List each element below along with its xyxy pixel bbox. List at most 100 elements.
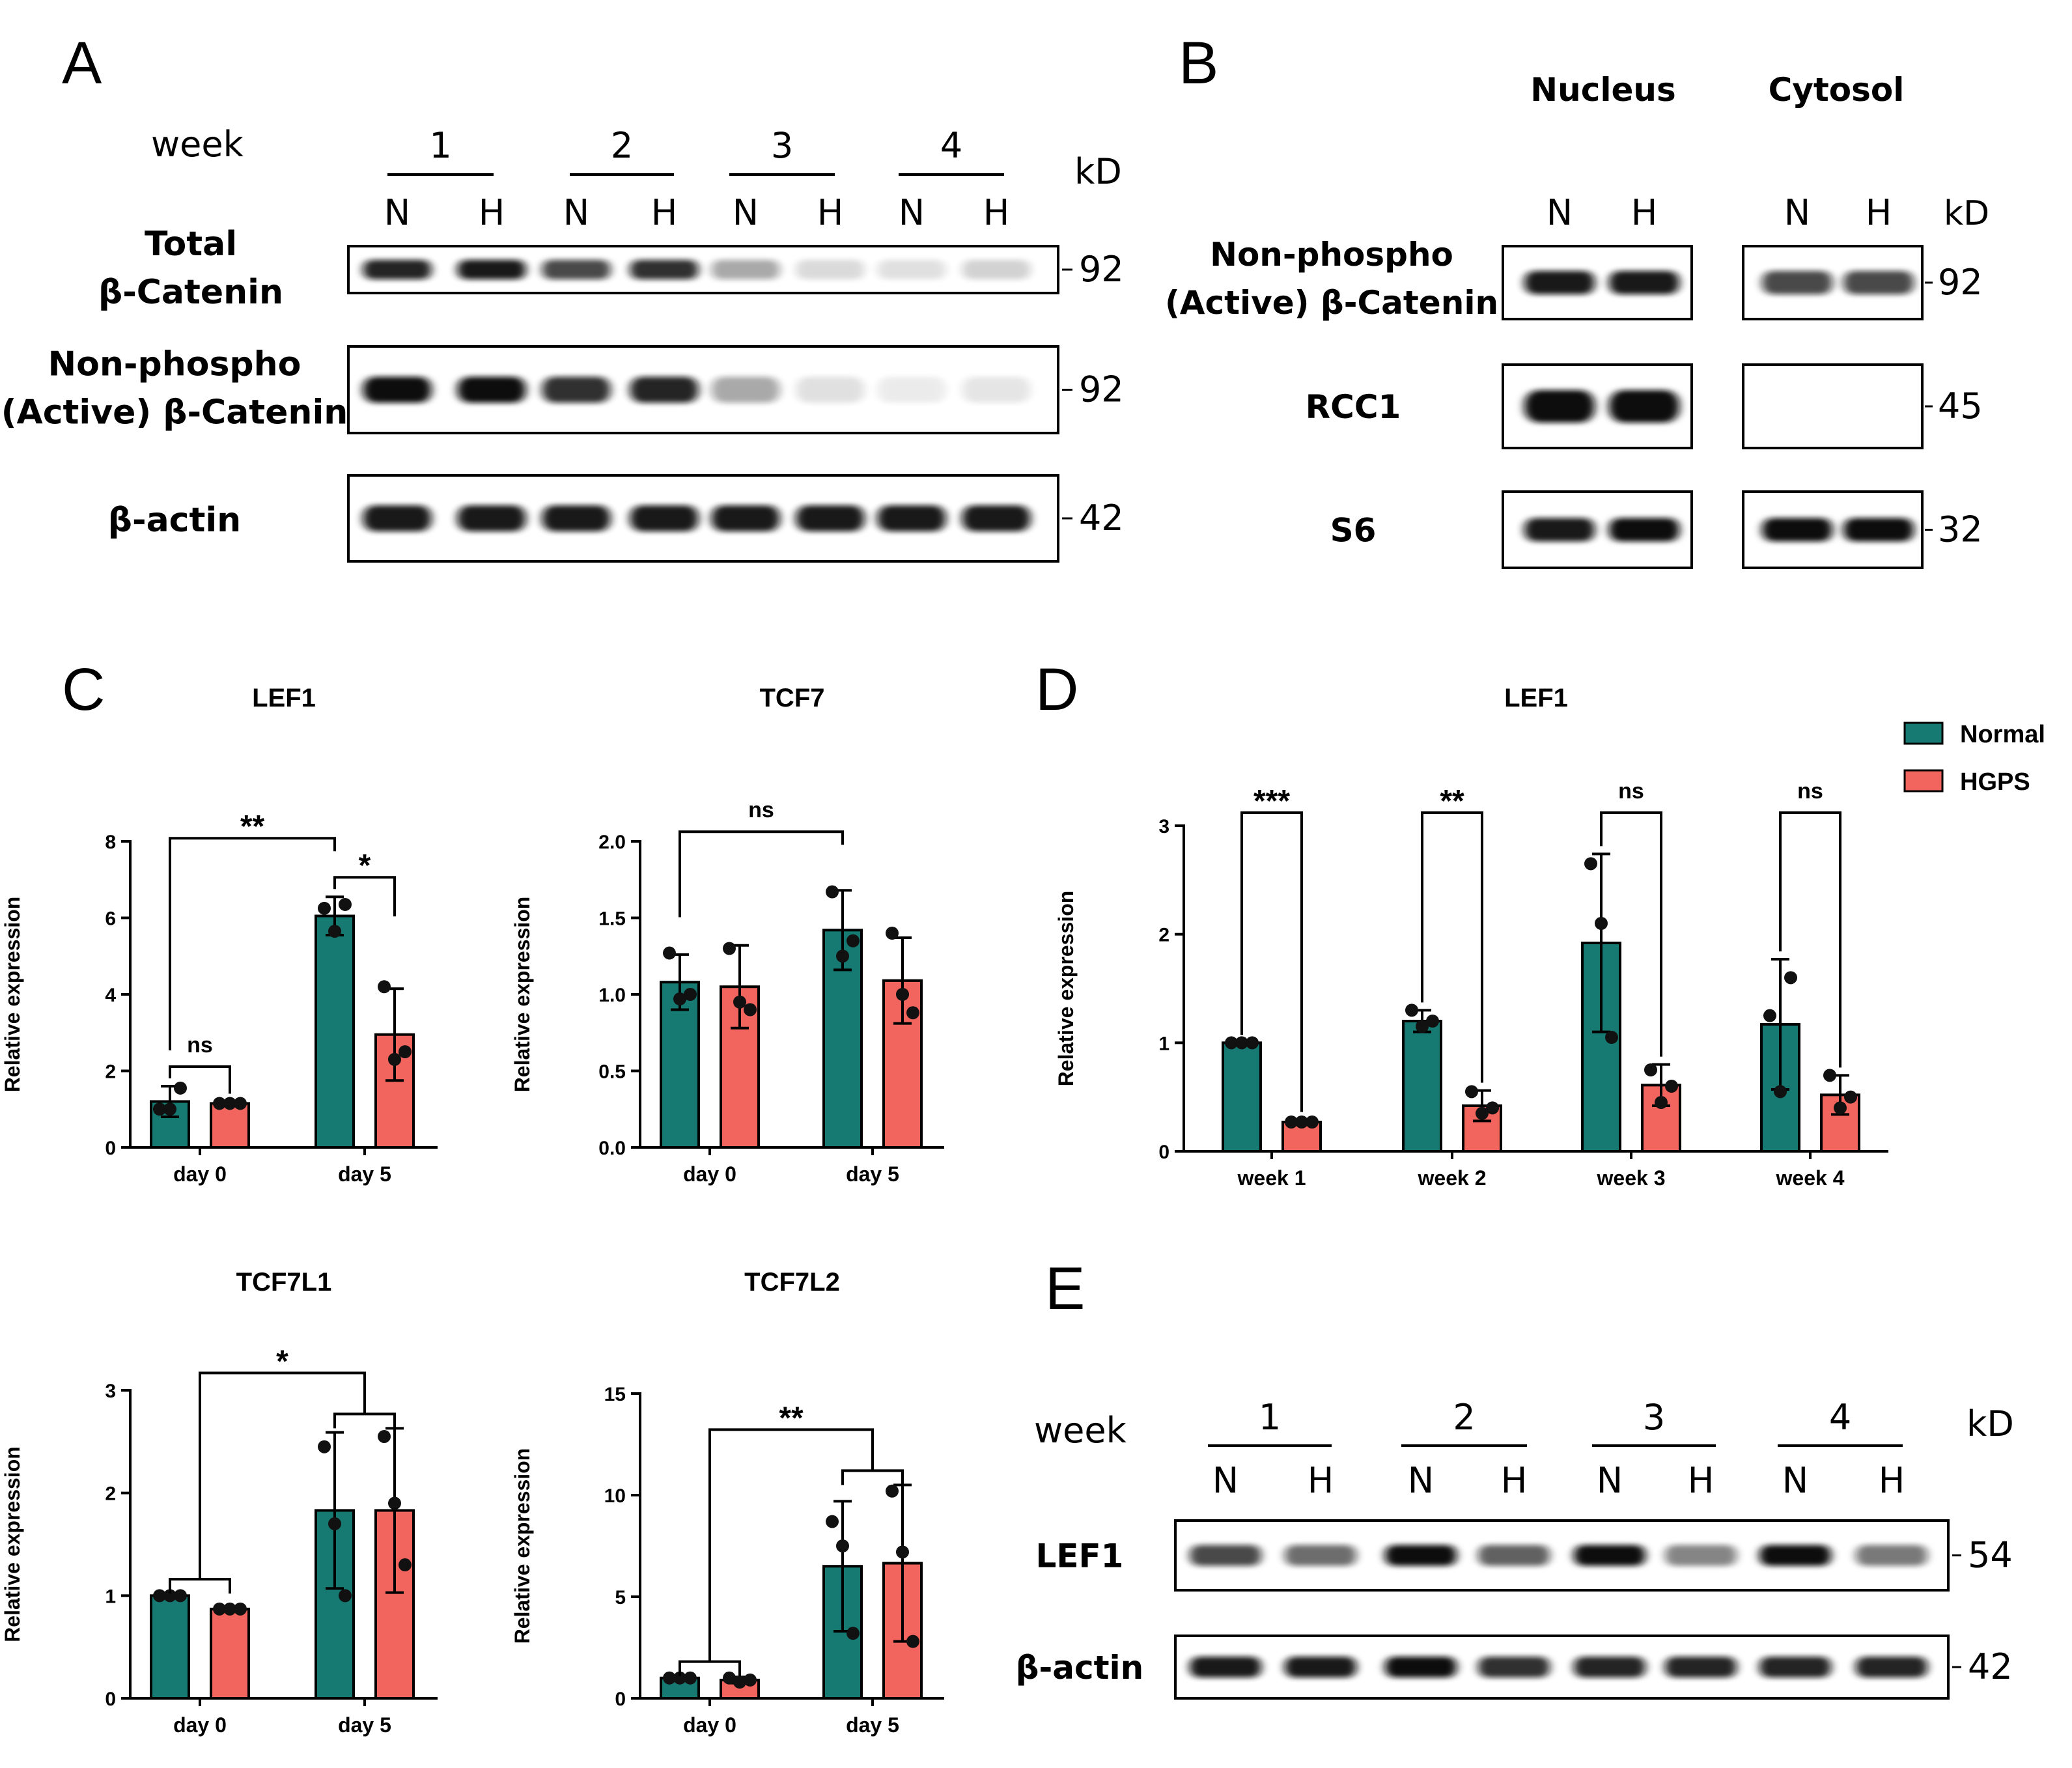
blot-label: RCC1 [1306,388,1401,426]
x-tick-label: week 4 [1776,1166,1845,1190]
panel-label-a: A [62,30,102,96]
significance-bracket [199,1371,366,1580]
lane-label: H [651,192,678,233]
protein-band [363,260,432,279]
data-point [378,1429,391,1443]
blot-membrane [347,245,1059,294]
lane-label: H [817,192,844,233]
data-point [328,1517,341,1530]
data-point [1584,857,1597,871]
significance-bracket [169,1065,231,1094]
data-point [684,988,697,1001]
data-point [896,1545,909,1559]
data-point [1225,1036,1238,1050]
data-point [1285,1116,1298,1129]
data-point [1405,1003,1418,1017]
y-tick-label: 6 [105,908,116,930]
data-point [1486,1101,1499,1115]
bar-charts: LEF1 Relative expression 0 2 4 6 8 day 0 day 5 ns… [1,684,1888,1737]
y-tick-label: 1 [1158,1033,1169,1054]
data-point [744,1003,757,1017]
x-tick-label: week 1 [1237,1166,1306,1190]
data-point [847,1627,860,1640]
lane-label: N [899,192,925,233]
protein-band [1856,1545,1927,1566]
protein-band [1762,271,1832,294]
blot-label: Total [145,225,237,264]
data-point [388,1052,401,1066]
group-label: Nucleus [1530,71,1676,109]
protein-band [1665,1657,1737,1677]
protein-band [962,376,1031,403]
protein-band [1285,1657,1356,1677]
protein-band [962,260,1031,279]
significance-bracket [679,830,844,918]
protein-band [962,505,1031,531]
significance-label: ns [1618,779,1644,804]
kd-value: 45 [1938,386,1983,427]
protein-band [1759,1545,1831,1566]
protein-band [1190,1657,1261,1677]
week-number: 4 [940,125,962,166]
bar-normal [1402,1020,1442,1153]
week-number: 1 [1259,1397,1281,1438]
week-number: 3 [1643,1397,1665,1438]
data-point [399,1558,412,1572]
data-point [836,949,849,963]
y-tick-label: 0 [105,1689,116,1710]
data-point [1823,1069,1836,1082]
x-tick-label: day 5 [338,1713,391,1737]
kd-label: kD [1967,1403,2014,1444]
data-point [234,1602,247,1616]
lane-label: N [1597,1460,1623,1501]
y-tick-label: 2 [1158,925,1169,946]
protein-band [796,505,865,531]
x-tick-label: day 5 [846,1162,899,1186]
data-point [723,1671,736,1685]
lane-label: N [1547,192,1573,233]
data-point [744,1673,757,1687]
data-point [673,1671,686,1685]
y-tick-label: 3 [105,1381,116,1402]
x-tick-label: week 2 [1418,1166,1487,1190]
lane-label: H [1866,192,1892,233]
blot-label: S6 [1330,512,1377,550]
significance-label: ns [1797,779,1823,804]
protein-band [630,260,699,279]
lane-label: N [384,192,410,233]
protein-band [363,505,432,531]
data-point [1465,1085,1478,1099]
protein-band [796,376,865,403]
lane-label: H [1308,1460,1334,1501]
data-point [723,942,736,955]
bar-hgps [210,1607,250,1700]
chart-title: LEF1 [252,684,316,712]
blot-membrane [347,474,1059,563]
kd-label: kD [1074,151,1122,192]
y-axis-label: Relative expression [1,897,24,1093]
lane-label: H [1688,1460,1715,1501]
significance-label: ns [748,798,774,822]
significance-label: ns [187,1033,213,1058]
y-tick-label: 0 [1158,1142,1169,1163]
protein-band [1609,518,1679,542]
x-tick-label: day 5 [338,1162,391,1186]
protein-band [1524,518,1595,542]
lane-label: N [1784,192,1810,233]
protein-band [1856,1657,1927,1677]
blot-label: LEF1 [1036,1537,1124,1575]
data-point [1235,1036,1248,1050]
significance-label: ** [1440,784,1464,819]
data-point [1295,1116,1308,1129]
data-point [1595,917,1608,930]
significance-label: * [276,1344,288,1379]
y-tick-label: 2 [105,1483,116,1505]
data-point [826,1515,839,1528]
chart-1: TCF7 Relative expression 0.0 0.5 1.0 1.5 2.0 da… [511,684,944,1186]
significance-label: * [359,849,371,883]
data-point [1605,1031,1618,1044]
lane-label: H [1501,1460,1528,1501]
y-axis-label: Relative expression [511,1448,534,1644]
data-point [174,1081,187,1095]
